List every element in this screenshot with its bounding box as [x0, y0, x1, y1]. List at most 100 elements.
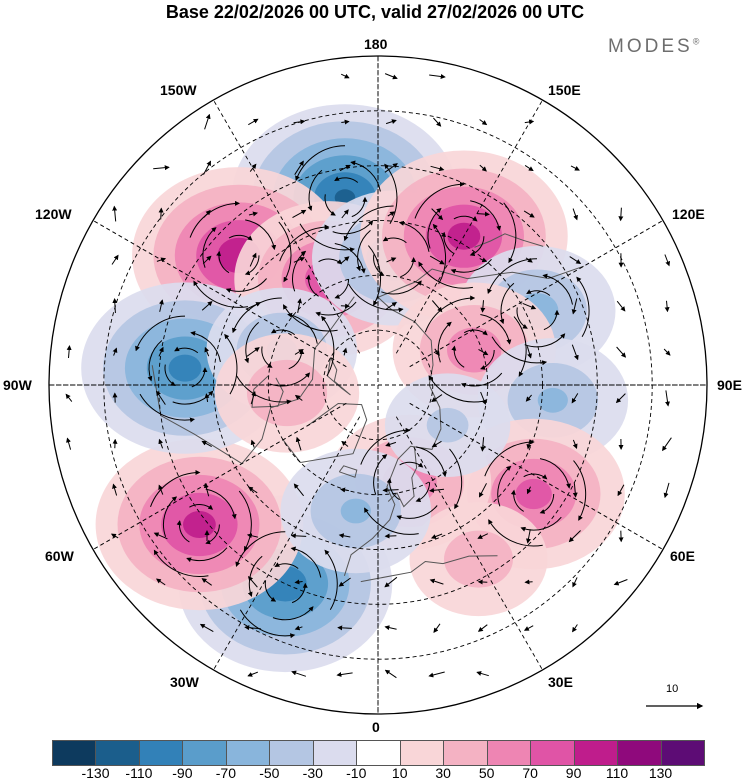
wind-arrow [384, 669, 397, 679]
streamline [261, 346, 273, 368]
streamline [400, 257, 417, 278]
streamline [450, 258, 492, 274]
wind-arrow [477, 533, 489, 539]
lon-label-90e: 90E [717, 377, 742, 393]
colorbar-swatch [617, 740, 662, 766]
streamline [224, 333, 238, 395]
colorbar-label: -50 [259, 765, 280, 781]
lat-lon-grid [49, 56, 707, 714]
streamline [334, 278, 350, 299]
streamline [205, 488, 237, 520]
streamline [295, 145, 346, 181]
polar-map[interactable] [0, 0, 750, 735]
streamline [232, 297, 282, 334]
streamline [307, 169, 323, 212]
wind-arrow [153, 532, 168, 540]
streamline [449, 448, 463, 510]
streamline [163, 496, 178, 537]
map-disc-border [48, 55, 708, 715]
wind-arrow [568, 530, 581, 543]
wind-arrow [156, 390, 166, 405]
streamline [480, 349, 495, 370]
wind-arrow [569, 256, 582, 264]
wind-arrow [478, 348, 489, 356]
wind-arrow [524, 579, 533, 585]
circulation [343, 205, 447, 313]
streamline [350, 160, 381, 192]
anomaly-contour [183, 511, 216, 538]
lon-label-120e: 120E [672, 206, 705, 222]
colorbar-label: 130 [648, 765, 673, 781]
lon-label-0: 0 [372, 719, 380, 735]
streamline [247, 555, 263, 598]
colorbar-label: 30 [435, 765, 451, 781]
coast-scandinavia [387, 448, 418, 508]
wind-arrow [338, 533, 351, 539]
streamline [451, 345, 465, 368]
wind-arrow [431, 300, 443, 313]
streamline [318, 258, 343, 265]
anomaly-high-hudson [214, 333, 360, 453]
wind-arrow [428, 671, 445, 678]
colorbar-swatch [573, 740, 619, 766]
streamline [269, 372, 311, 387]
wind-arrow [203, 209, 211, 218]
colorbar-swatch [443, 740, 488, 766]
wind-arrow [434, 348, 440, 357]
wind-arrow [156, 257, 167, 263]
wind-arrow [665, 390, 671, 407]
wind-arrow [340, 487, 349, 493]
streamline [576, 276, 590, 338]
streamline [415, 446, 447, 478]
circulation [235, 531, 338, 639]
streamline [147, 340, 163, 382]
wind-arrow [201, 440, 212, 448]
circulation [424, 295, 527, 403]
wind-arrow [429, 255, 445, 265]
wind-arrow [479, 164, 487, 172]
wind-arrow [616, 346, 627, 358]
colorbar-swatch [138, 740, 184, 766]
streamline [264, 580, 277, 602]
streamline [299, 223, 355, 253]
wind-arrow [570, 165, 580, 171]
colorbar-label: -10 [346, 765, 367, 781]
streamline [292, 250, 307, 292]
wind-arrow [340, 256, 350, 264]
colorbar-swatch [52, 740, 97, 766]
wind-arrow [526, 439, 532, 450]
streamline [351, 196, 368, 218]
wind-arrow [522, 302, 537, 310]
wind-arrow [342, 347, 348, 356]
wind-arrow [386, 257, 397, 263]
lon-label-60e: 60E [670, 548, 695, 564]
lon-label-90w: 90W [3, 377, 32, 393]
wind-arrow [384, 576, 398, 588]
wind-arrow [525, 257, 533, 263]
wind-arrow [112, 205, 118, 222]
wind-arrow [250, 390, 257, 405]
streamline [441, 231, 455, 254]
colorbar-swatch [486, 740, 532, 766]
streamline [382, 236, 407, 244]
wind-arrow [340, 73, 350, 79]
wind-arrow [384, 625, 397, 631]
wind-arrow [201, 301, 213, 311]
reference-vector: 10 [640, 683, 708, 713]
streamline [418, 261, 473, 289]
wind-arrow [294, 625, 303, 631]
coast-north-america [151, 296, 355, 465]
streamline [172, 390, 214, 405]
colorbar-label: -110 [125, 765, 153, 781]
wind-arrow [199, 623, 214, 633]
streamline [373, 454, 388, 495]
streamline [343, 205, 394, 242]
streamline [164, 364, 176, 386]
wind-arrow [571, 344, 579, 361]
colorbar-label: -90 [172, 765, 193, 781]
streamline [348, 283, 404, 313]
brand-name: MODES [608, 36, 693, 57]
wind-arrow [293, 119, 306, 125]
wind-arrow [477, 211, 490, 217]
streamline [491, 336, 548, 366]
